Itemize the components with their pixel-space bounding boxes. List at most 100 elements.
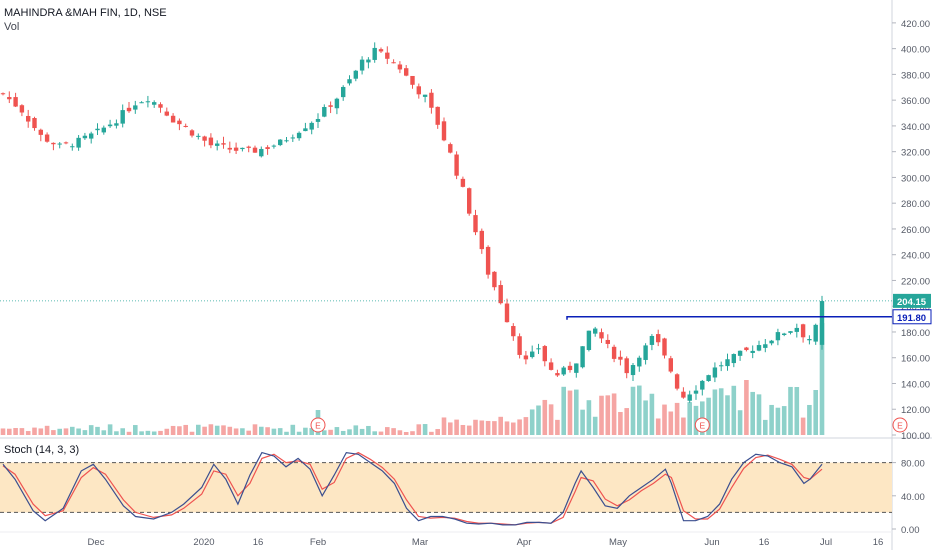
time-axis-label: 16: [759, 537, 770, 548]
volume-bar: [618, 411, 623, 435]
candle-body: [359, 59, 365, 71]
price-tick-label: 320.00: [901, 148, 930, 159]
volume-bar: [542, 399, 548, 435]
candle-body: [479, 230, 484, 250]
candle-body: [744, 347, 749, 351]
volume-bar: [378, 431, 384, 435]
volume-bar: [819, 323, 825, 435]
volume-bar: [391, 428, 396, 435]
volume-bar: [756, 394, 762, 435]
volume-bar: [781, 406, 787, 435]
volume-bar: [290, 424, 296, 435]
volume-bar: [189, 431, 195, 435]
candle-body: [70, 146, 75, 148]
candle-body: [271, 145, 277, 147]
candle-body: [567, 365, 573, 371]
volume-bar: [460, 424, 466, 435]
volume-bar: [498, 416, 503, 435]
candle-body: [756, 345, 762, 351]
candle-body: [536, 348, 541, 350]
earnings-marker-label: E: [897, 421, 903, 431]
candle-body: [523, 355, 529, 360]
volume-bar: [416, 424, 422, 435]
volume-bar: [605, 395, 611, 435]
candle-body: [700, 380, 705, 390]
candle-body: [252, 147, 258, 153]
volume-bar: [592, 416, 598, 435]
volume-bar: [429, 431, 434, 435]
level-price-label: 191.80: [897, 313, 926, 324]
candle-body: [202, 136, 207, 141]
time-axis-label: 16: [253, 537, 264, 548]
volume-bar: [397, 430, 403, 435]
volume-bar: [38, 428, 44, 435]
volume-bar: [359, 428, 365, 435]
candle-body: [372, 47, 377, 60]
volume-bar: [775, 407, 781, 435]
candle-body: [196, 135, 201, 137]
candle-body: [120, 110, 125, 124]
time-axis-label: 16: [873, 537, 884, 548]
volume-bar: [328, 429, 333, 435]
volume-bar: [662, 404, 667, 435]
candle-body: [240, 147, 245, 150]
volume-bar: [523, 417, 529, 435]
candle-body: [183, 125, 188, 127]
candle-body: [429, 92, 434, 108]
candle-body: [51, 142, 56, 145]
volume-bar: [385, 427, 390, 435]
stoch-band-fill: [0, 462, 892, 513]
candle-body: [763, 344, 768, 348]
candle-body: [366, 59, 371, 63]
candle-body: [813, 324, 818, 342]
candle-body: [599, 332, 604, 339]
volume-bar: [611, 393, 617, 435]
price-tick-label: 180.00: [901, 328, 930, 339]
volume-bar: [637, 385, 642, 435]
candle-body: [114, 123, 119, 126]
price-tick-label: 100.00: [901, 431, 930, 442]
volume-bar: [567, 390, 573, 435]
candle-body: [782, 333, 787, 335]
price-tick-label: 240.00: [901, 251, 930, 262]
candle-body: [0, 93, 6, 95]
volume-bar: [70, 426, 75, 435]
candle-body: [618, 356, 623, 360]
candle-body: [498, 285, 503, 304]
time-axis-label: Apr: [517, 537, 532, 548]
candle-body: [7, 97, 12, 100]
candle-body: [164, 111, 169, 116]
volume-bar: [687, 402, 692, 435]
candle-body: [819, 301, 825, 345]
volume-bar: [800, 417, 806, 435]
candle-body: [278, 139, 283, 146]
time-axis-label: Jun: [704, 537, 719, 548]
volume-bar: [76, 428, 81, 435]
candle-body: [265, 147, 270, 150]
price-tick-label: 120.00: [901, 405, 930, 416]
candle-body: [511, 326, 516, 337]
candle-body: [334, 98, 340, 109]
stoch-k-line: [2, 451, 823, 526]
volume-bar: [403, 431, 409, 435]
candle-body: [649, 335, 655, 345]
volume-bar: [718, 388, 724, 435]
candle-body: [580, 346, 585, 368]
candle-body: [63, 142, 69, 144]
chart-symbol-title: MAHINDRA &MAH FIN, 1D, NSE: [4, 7, 167, 19]
volume-bar: [32, 427, 37, 435]
candle-body: [13, 97, 18, 107]
volume-bar: [737, 410, 743, 435]
volume-bar: [265, 427, 270, 435]
price-tick-label: 160.00: [901, 354, 930, 365]
candle-body: [719, 365, 724, 367]
earnings-marker-icon: [694, 417, 710, 433]
time-axis-label: 2020: [193, 537, 214, 548]
volume-bar: [448, 422, 453, 435]
volume-bar: [95, 426, 100, 435]
volume-bar: [410, 431, 415, 435]
volume-bar: [196, 424, 201, 435]
volume-bar: [372, 431, 377, 435]
volume-bar: [788, 386, 793, 435]
